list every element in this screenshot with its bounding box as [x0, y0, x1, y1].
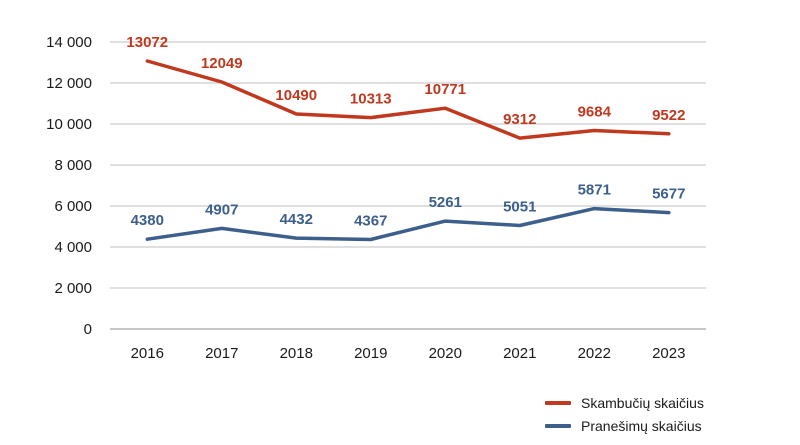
x-tick-label: 2020: [429, 345, 462, 362]
legend: Skambučių skaičius Pranešimų skaičius: [545, 392, 785, 438]
data-label-calls: 10771: [424, 81, 466, 98]
y-tick-label: 8 000: [54, 157, 92, 174]
data-labels: 13072 12049 10490 10313 10771 9312 9684 9522 438…: [126, 34, 685, 229]
x-tick-label: 2023: [652, 345, 685, 362]
x-tick-label: 2022: [578, 345, 611, 362]
series-line-calls: [145, 59, 671, 140]
series-lines: [145, 59, 671, 242]
data-label-calls: 9684: [578, 103, 612, 120]
series-line-reports: [145, 206, 671, 242]
data-label-reports: 5051: [503, 198, 536, 215]
data-label-reports: 5871: [578, 182, 611, 199]
legend-swatch-calls: [545, 401, 571, 405]
y-tick-label: 0: [84, 321, 92, 338]
x-tick-label: 2016: [131, 345, 164, 362]
y-tick-label: 14 000: [46, 34, 92, 51]
data-label-reports: 4907: [205, 201, 238, 218]
gridlines: [110, 41, 706, 330]
x-tick-label: 2019: [354, 345, 387, 362]
x-tick-label: 2018: [280, 345, 313, 362]
x-tick-label: 2021: [503, 345, 536, 362]
data-label-calls: 9522: [652, 107, 685, 124]
data-label-reports: 5677: [652, 186, 685, 203]
y-axis: 0 2 000 4 000 6 000 8 000 10 000 12 000 14 000: [46, 34, 92, 338]
legend-label-reports: Pranešimų skaičius: [581, 418, 702, 434]
y-tick-label: 2 000: [54, 280, 92, 297]
data-label-calls: 9312: [503, 111, 536, 128]
y-tick-label: 10 000: [46, 116, 92, 133]
data-label-calls: 10490: [275, 87, 317, 104]
data-label-reports: 4380: [131, 212, 164, 229]
data-label-calls: 10313: [350, 91, 392, 108]
legend-item-reports: Pranešimų skaičius: [545, 415, 785, 437]
y-tick-label: 6 000: [54, 198, 92, 215]
legend-item-calls: Skambučių skaičius: [545, 392, 785, 414]
legend-label-calls: Skambučių skaičius: [581, 395, 704, 411]
y-tick-label: 4 000: [54, 239, 92, 256]
data-label-reports: 5261: [429, 194, 462, 211]
x-axis: 2016 2017 2018 2019 2020 2021 2022 2023: [131, 345, 686, 362]
y-tick-label: 12 000: [46, 75, 92, 92]
data-label-reports: 4432: [280, 211, 313, 228]
data-label-reports: 4367: [354, 212, 387, 229]
legend-swatch-reports: [545, 424, 571, 428]
data-label-calls: 13072: [126, 34, 168, 51]
data-label-calls: 12049: [201, 55, 243, 72]
x-tick-label: 2017: [205, 345, 238, 362]
